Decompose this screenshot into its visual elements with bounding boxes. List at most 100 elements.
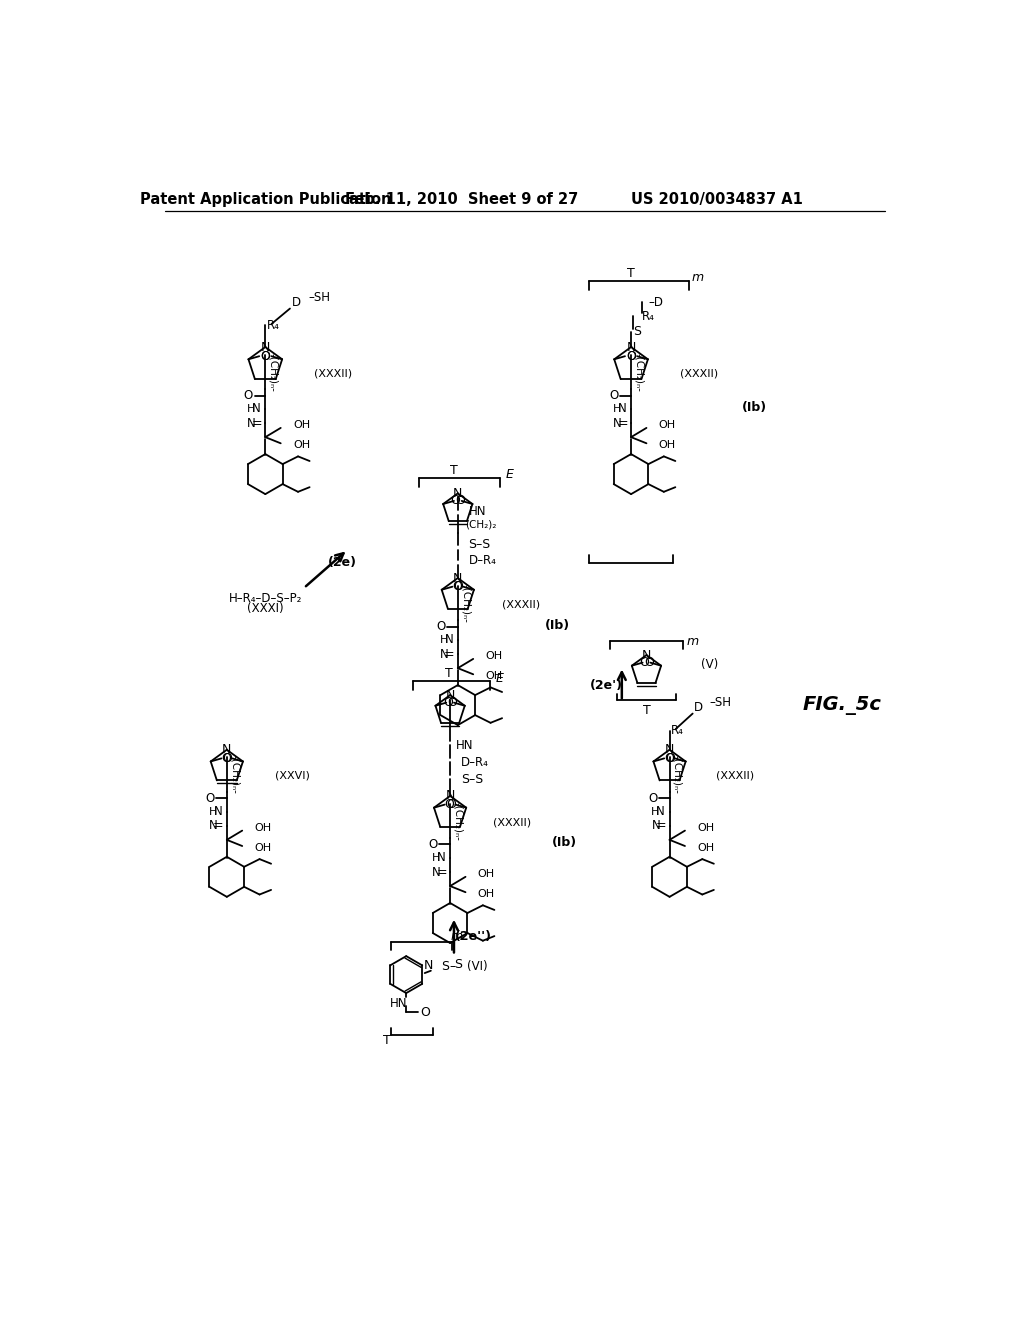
Text: S: S xyxy=(633,325,641,338)
Text: S: S xyxy=(455,958,463,972)
Text: O: O xyxy=(664,752,674,764)
Text: (VI): (VI) xyxy=(467,961,487,973)
Text: OH: OH xyxy=(478,888,495,899)
Text: N: N xyxy=(213,805,222,818)
Text: O: O xyxy=(222,752,232,764)
Text: -(CH₂)ₙ-: -(CH₂)ₙ- xyxy=(229,755,240,795)
Text: OH: OH xyxy=(697,842,715,853)
Text: OH: OH xyxy=(658,420,676,430)
Text: H: H xyxy=(247,404,255,414)
Text: O: O xyxy=(452,581,462,593)
Text: N: N xyxy=(424,958,433,972)
Text: D: D xyxy=(292,296,301,309)
Text: R₄: R₄ xyxy=(266,319,280,333)
Text: OH: OH xyxy=(478,869,495,879)
Text: H: H xyxy=(612,404,621,414)
Text: H: H xyxy=(439,635,447,645)
Text: O: O xyxy=(260,350,270,363)
Text: OH: OH xyxy=(293,440,310,450)
Text: –: – xyxy=(450,961,456,973)
Text: (CH₂)₂: (CH₂)₂ xyxy=(466,519,497,529)
Text: (XXXII): (XXXII) xyxy=(493,817,530,828)
Text: O: O xyxy=(446,799,456,810)
Text: N: N xyxy=(445,789,455,803)
Text: O: O xyxy=(420,1006,430,1019)
Text: O: O xyxy=(205,792,214,805)
Text: O: O xyxy=(626,350,636,363)
Text: H: H xyxy=(651,807,659,817)
Text: -(CH₂)ₙ-: -(CH₂)ₙ- xyxy=(461,583,470,623)
Text: T: T xyxy=(451,463,458,477)
Text: O: O xyxy=(244,389,253,403)
Text: H: H xyxy=(432,853,440,863)
Text: (XXXII): (XXXII) xyxy=(314,370,352,379)
Text: -(CH₂)ₙ-: -(CH₂)ₙ- xyxy=(634,352,644,392)
Text: -(CH₂)ₙ-: -(CH₂)ₙ- xyxy=(268,352,278,392)
Text: (XXXII): (XXXII) xyxy=(502,599,540,610)
Text: N: N xyxy=(222,743,231,756)
Text: O: O xyxy=(639,656,649,669)
Text: OH: OH xyxy=(255,822,271,833)
Text: (XXXII): (XXXII) xyxy=(680,370,718,379)
Text: -(CH₂)ₙ-: -(CH₂)ₙ- xyxy=(453,801,463,841)
Text: S–S: S–S xyxy=(469,539,490,552)
Text: H: H xyxy=(209,807,217,817)
Text: R₄: R₄ xyxy=(642,310,654,323)
Text: O: O xyxy=(454,581,464,593)
Text: N: N xyxy=(613,417,622,430)
Text: E: E xyxy=(506,469,513,482)
Text: =: = xyxy=(655,820,667,833)
Text: OH: OH xyxy=(293,420,310,430)
Text: HN: HN xyxy=(469,506,486,519)
Text: US 2010/0034837 A1: US 2010/0034837 A1 xyxy=(632,191,803,207)
Text: =: = xyxy=(252,417,262,430)
Text: N: N xyxy=(617,403,627,416)
Text: FIG._5c: FIG._5c xyxy=(803,696,882,714)
Text: N: N xyxy=(642,648,651,661)
Text: (XXVI): (XXVI) xyxy=(274,771,309,781)
Text: –SH: –SH xyxy=(308,292,331,305)
Text: N: N xyxy=(444,634,454,647)
Text: OH: OH xyxy=(255,842,271,853)
Text: (V): (V) xyxy=(701,657,718,671)
Text: N: N xyxy=(454,487,463,500)
Text: O: O xyxy=(455,495,465,507)
Text: (XXXI): (XXXI) xyxy=(247,602,284,615)
Text: N: N xyxy=(445,689,455,702)
Text: N: N xyxy=(261,341,270,354)
Text: T: T xyxy=(643,704,650,717)
Text: R₄: R₄ xyxy=(671,723,684,737)
Text: N: N xyxy=(651,820,660,833)
Text: O: O xyxy=(609,389,618,403)
Text: (Ib): (Ib) xyxy=(546,619,570,632)
Text: O: O xyxy=(260,350,270,363)
Text: m: m xyxy=(692,271,705,284)
Text: S–S: S–S xyxy=(461,772,483,785)
Text: O: O xyxy=(451,495,461,507)
Text: OH: OH xyxy=(658,440,676,450)
Text: OH: OH xyxy=(485,651,503,661)
Text: (XXXII): (XXXII) xyxy=(716,771,754,781)
Text: N: N xyxy=(432,866,441,879)
Text: O: O xyxy=(447,696,458,709)
Text: OH: OH xyxy=(485,671,503,681)
Text: (2e): (2e) xyxy=(328,556,356,569)
Text: N: N xyxy=(454,572,463,585)
Text: N: N xyxy=(665,743,674,756)
Text: –D: –D xyxy=(648,296,663,309)
Text: S: S xyxy=(440,961,449,973)
Text: =: = xyxy=(436,866,447,879)
Text: N: N xyxy=(440,648,449,661)
Text: =: = xyxy=(444,648,455,661)
Text: Patent Application Publication: Patent Application Publication xyxy=(139,191,391,207)
Text: HN: HN xyxy=(457,739,474,751)
Text: =: = xyxy=(617,417,628,430)
Text: -(CH₂)ₙ-: -(CH₂)ₙ- xyxy=(673,755,682,795)
Text: m: m xyxy=(451,929,462,942)
Text: (2e'): (2e') xyxy=(590,680,623,693)
Text: OH: OH xyxy=(697,822,715,833)
Text: N: N xyxy=(209,820,217,833)
Text: N: N xyxy=(252,403,261,416)
Text: Feb. 11, 2010  Sheet 9 of 27: Feb. 11, 2010 Sheet 9 of 27 xyxy=(345,191,579,207)
Text: T: T xyxy=(627,267,635,280)
